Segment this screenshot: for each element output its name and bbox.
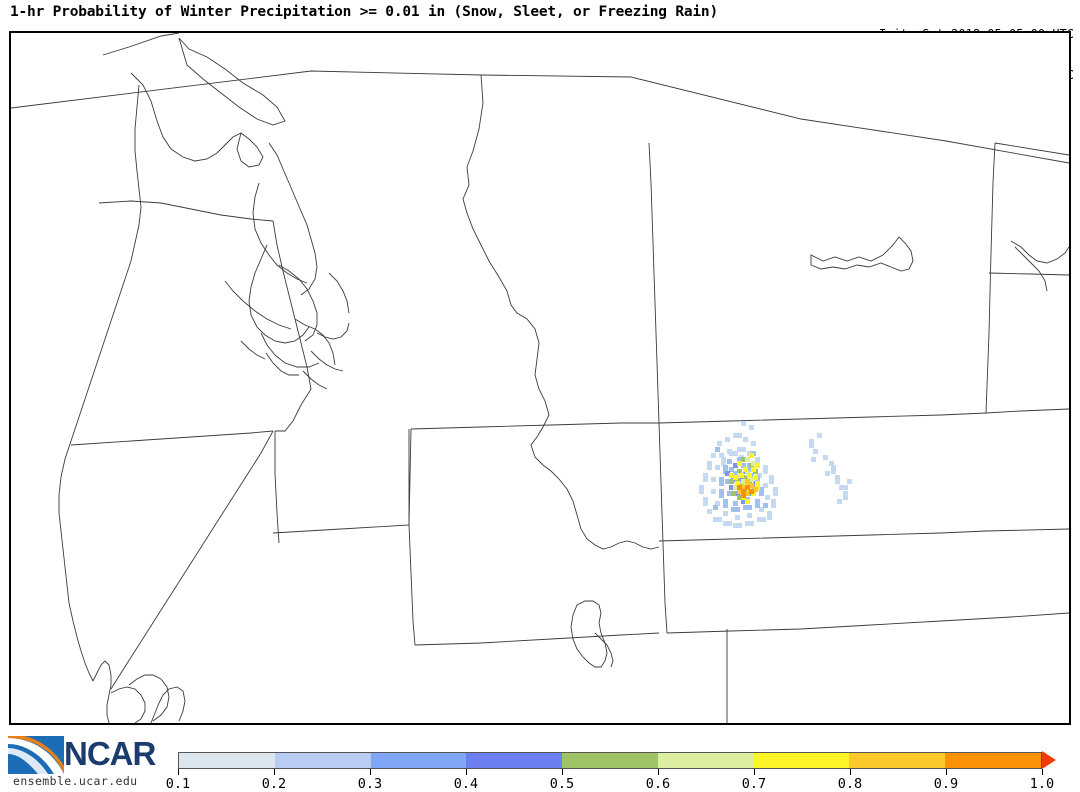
colorbar-band-0.9 — [945, 753, 1042, 768]
colorbar-tick-label-0.5: 0.5 — [549, 776, 575, 792]
colorbar-tick-1.0 — [1042, 769, 1043, 775]
probability-field — [699, 421, 852, 528]
colorbar-gradient — [178, 752, 1042, 769]
map-panel[interactable] — [9, 31, 1071, 725]
colorbar-tick-0.3 — [370, 769, 371, 775]
colorbar-tick-label-0.6: 0.6 — [645, 776, 671, 792]
ncar-logo[interactable]: NCAR ensemble.ucar.edu — [8, 736, 168, 788]
colorbar-band-0.3 — [370, 753, 467, 768]
colorbar-tick-0.7 — [754, 769, 755, 775]
colorbar-band-0.6 — [657, 753, 754, 768]
colorbar-tick-0.1 — [178, 769, 179, 775]
ncar-url[interactable]: ensemble.ucar.edu — [13, 774, 138, 788]
colorbar-tick-label-0.4: 0.4 — [453, 776, 479, 792]
colorbar-tick-label-0.2: 0.2 — [261, 776, 287, 792]
colorbar-tick-0.8 — [850, 769, 851, 775]
ncar-logo-mark — [8, 736, 64, 774]
colorbar-band-0.2 — [274, 753, 371, 768]
state-boundaries — [11, 33, 1069, 723]
colorbar-tick-label-1.0: 1.0 — [1029, 776, 1055, 792]
colorbar-tick-label-0.3: 0.3 — [357, 776, 383, 792]
colorbar-tick-0.6 — [658, 769, 659, 775]
colorbar-tick-label-0.1: 0.1 — [165, 776, 191, 792]
chart-footer: NCAR ensemble.ucar.edu 0.1 0.2 0.3 0.4 0.5 0.… — [0, 726, 1080, 792]
colorbar-band-0.1 — [179, 753, 275, 768]
colorbar-tick-0.2 — [274, 769, 275, 775]
colorbar-tick-0.9 — [946, 769, 947, 775]
chart-header: 1-hr Probability of Winter Precipitation… — [0, 0, 1080, 81]
ncar-wordmark: NCAR — [64, 735, 156, 772]
colorbar-band-0.8 — [849, 753, 946, 768]
colorbar[interactable]: 0.1 0.2 0.3 0.4 0.5 0.6 0.7 0.8 0.9 1.0 — [166, 751, 1056, 792]
map-canvas — [11, 33, 1069, 723]
colorbar-over-arrow — [1042, 751, 1056, 769]
colorbar-tick-label-0.7: 0.7 — [741, 776, 767, 792]
colorbar-band-0.7 — [753, 753, 850, 768]
page-title: 1-hr Probability of Winter Precipitation… — [10, 4, 718, 20]
colorbar-band-0.5 — [562, 753, 658, 768]
colorbar-tick-0.5 — [562, 769, 563, 775]
colorbar-band-0.4 — [466, 753, 563, 768]
colorbar-tick-label-0.9: 0.9 — [933, 776, 959, 792]
colorbar-tick-label-0.8: 0.8 — [837, 776, 863, 792]
colorbar-tick-0.4 — [466, 769, 467, 775]
